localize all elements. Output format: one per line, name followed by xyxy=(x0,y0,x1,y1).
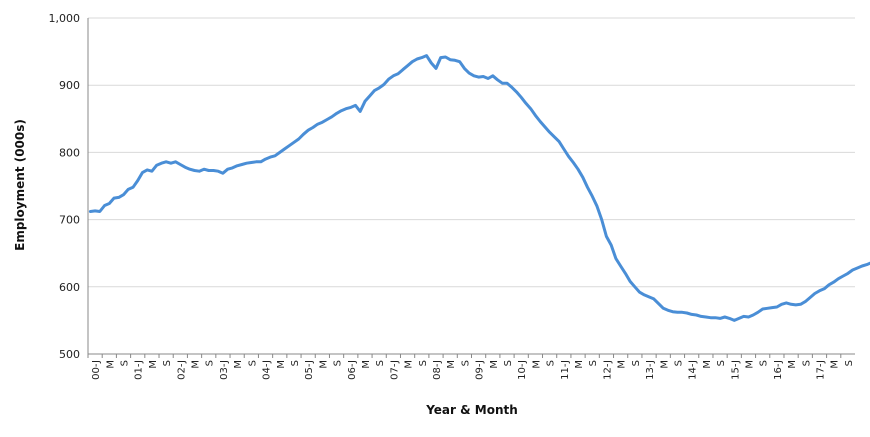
x-tick-label: M xyxy=(233,360,244,369)
x-tick-label: S xyxy=(631,360,642,366)
x-tick-label: M xyxy=(361,360,372,369)
x-tick-label: S xyxy=(460,360,471,366)
x-tick-label: 13-J xyxy=(645,360,656,380)
x-tick-label: M xyxy=(148,360,159,369)
x-tick-label: 04-J xyxy=(262,360,273,380)
x-tick-label: S xyxy=(759,360,770,366)
x-tick-label: 16-J xyxy=(773,360,784,380)
x-tick-label: S xyxy=(247,360,258,366)
x-tick-label: M xyxy=(574,360,585,369)
x-tick-label: S xyxy=(333,360,344,366)
axes xyxy=(87,18,855,358)
x-tick-label: S xyxy=(716,360,727,366)
x-tick-label: 07-J xyxy=(389,360,400,380)
x-tick-label: M xyxy=(191,360,202,369)
x-tick-label: 08-J xyxy=(432,360,443,380)
x-tick-label: S xyxy=(844,360,855,366)
y-tick-label: 500 xyxy=(59,348,80,361)
x-tick-label: S xyxy=(375,360,386,366)
x-tick-label: M xyxy=(318,360,329,369)
x-tick-label: S xyxy=(120,360,131,366)
x-axis-title: Year & Month xyxy=(425,403,518,417)
x-tick-label: 12-J xyxy=(602,360,613,380)
y-tick-label: 900 xyxy=(59,79,80,92)
series-line-employment xyxy=(88,54,870,322)
x-tick-label: M xyxy=(531,360,542,369)
x-tick-label: 09-J xyxy=(475,360,486,380)
y-tick-label: 600 xyxy=(59,281,80,294)
x-tick-label: M xyxy=(446,360,457,369)
x-tick-label: S xyxy=(546,360,557,366)
x-tick-label: S xyxy=(673,360,684,366)
x-tick-label: M xyxy=(404,360,415,369)
x-tick-label: 01-J xyxy=(134,360,145,380)
x-tick-label: 14-J xyxy=(688,360,699,380)
y-tick-label: 700 xyxy=(59,214,80,227)
x-tick-label: M xyxy=(617,360,628,369)
y-axis-title: Employment (000s) xyxy=(13,119,27,251)
grid-lines xyxy=(88,17,855,288)
x-tick-label: S xyxy=(162,360,173,366)
x-tick-label: 17-J xyxy=(815,360,826,380)
x-tick-label: M xyxy=(787,360,798,369)
x-tick-label: 10-J xyxy=(517,360,528,380)
x-tick-label: S xyxy=(503,360,514,366)
x-tick-label: 03-J xyxy=(219,360,230,380)
x-tick-label: M xyxy=(659,360,670,369)
x-tick-label: M xyxy=(489,360,500,369)
x-tick-labels: 00-J M S 01-J M S 02-J M S 03-J M S 04-J M S 05-J M S 06-J… xyxy=(91,360,855,380)
x-tick-label: 06-J xyxy=(347,360,358,380)
x-tick-label: 00-J xyxy=(91,360,102,380)
x-tick-label: S xyxy=(588,360,599,366)
x-tick-label: M xyxy=(702,360,713,369)
x-tick-label: S xyxy=(801,360,812,366)
x-tick-label: 11-J xyxy=(560,360,571,380)
x-tick-label: 02-J xyxy=(176,360,187,380)
x-tick-label: M xyxy=(830,360,841,369)
y-tick-labels: 500 600 700 800 900 1,000 xyxy=(49,12,81,361)
y-tick-label: 1,000 xyxy=(49,12,81,25)
x-tick-label: M xyxy=(744,360,755,369)
x-tick-label: S xyxy=(205,360,216,366)
x-tick-label: M xyxy=(276,360,287,369)
x-tick-label: 05-J xyxy=(304,360,315,380)
x-tick-label: 15-J xyxy=(730,360,741,380)
x-tick-label: S xyxy=(290,360,301,366)
x-tick-label: M xyxy=(105,360,116,369)
y-tick-label: 800 xyxy=(59,146,80,159)
x-tick-label: S xyxy=(418,360,429,366)
